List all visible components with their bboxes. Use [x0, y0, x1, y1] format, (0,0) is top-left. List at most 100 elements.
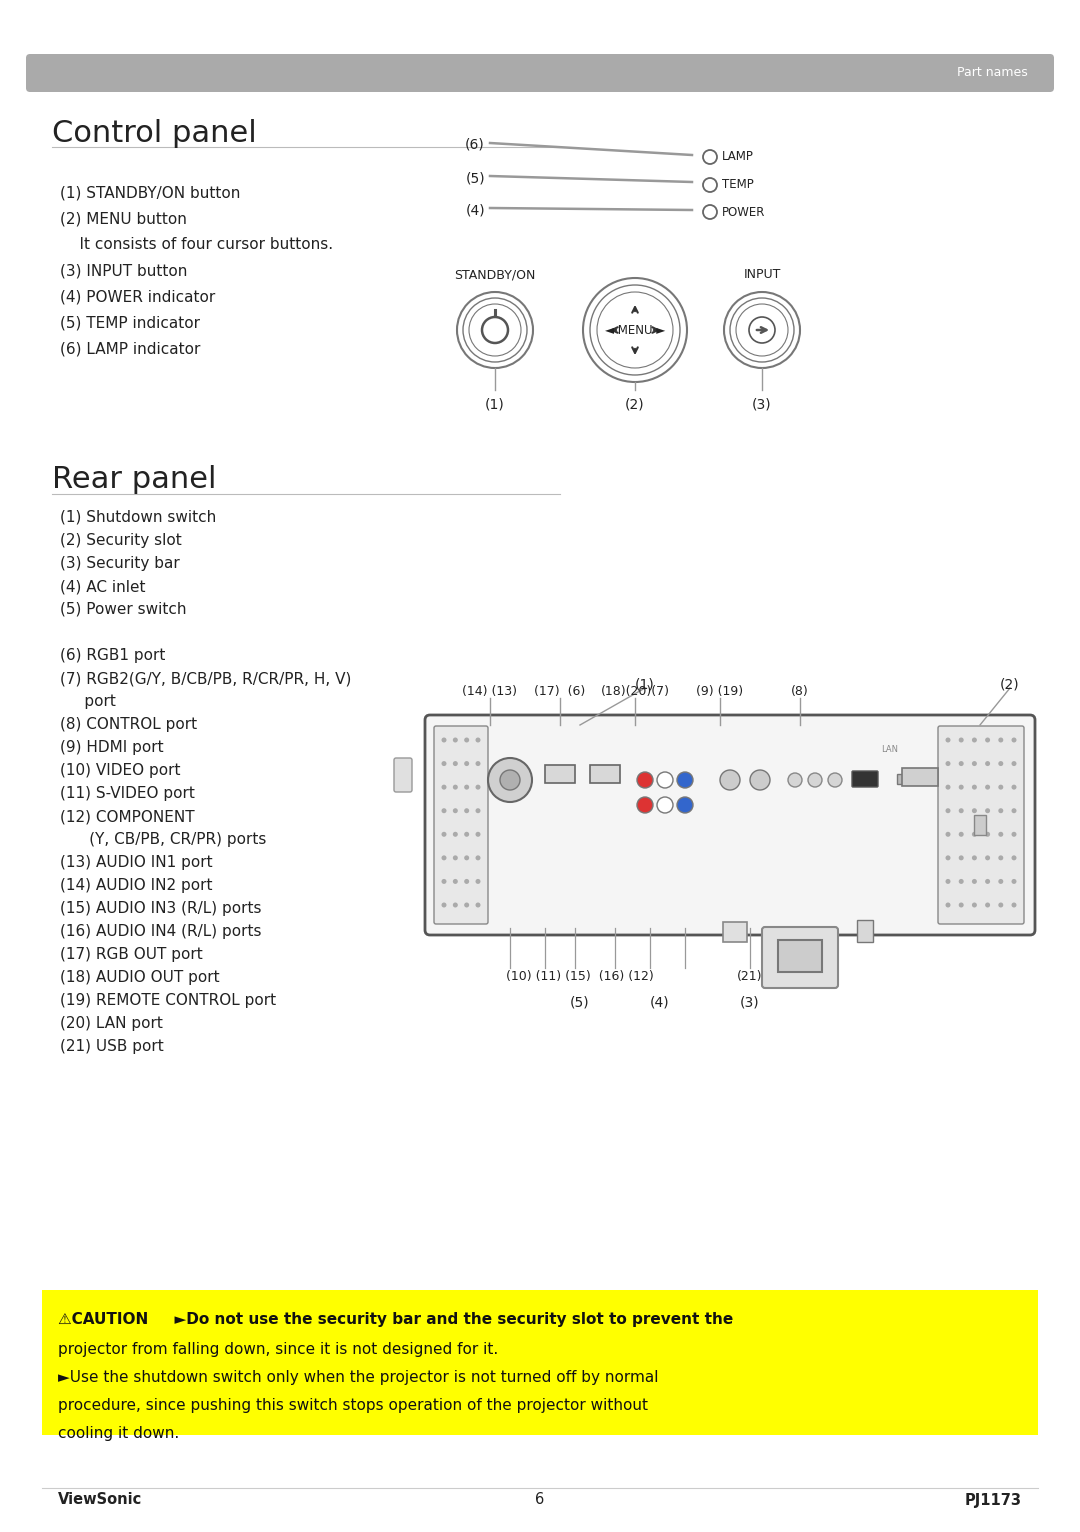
Circle shape	[788, 774, 802, 787]
Circle shape	[488, 758, 532, 801]
Bar	[902, 768, 939, 786]
Text: (10) (11) (15)  (16) (12): (10) (11) (15) (16) (12)	[507, 970, 653, 984]
Circle shape	[453, 879, 458, 884]
Circle shape	[972, 737, 977, 743]
Circle shape	[464, 761, 469, 766]
Circle shape	[475, 902, 481, 907]
Text: (12) COMPONENT: (12) COMPONENT	[60, 809, 194, 824]
Text: Control panel: Control panel	[52, 118, 257, 147]
Text: (21): (21)	[738, 970, 762, 984]
FancyBboxPatch shape	[42, 1290, 1038, 1435]
Circle shape	[972, 784, 977, 789]
Text: (3): (3)	[740, 994, 760, 1010]
Circle shape	[442, 902, 446, 907]
Circle shape	[677, 797, 693, 813]
Circle shape	[453, 832, 458, 836]
Circle shape	[442, 832, 446, 836]
Text: (4) AC inlet: (4) AC inlet	[60, 579, 146, 594]
Text: (Y, CB/PB, CR/PR) ports: (Y, CB/PB, CR/PR) ports	[60, 832, 267, 847]
Circle shape	[442, 761, 446, 766]
Circle shape	[464, 737, 469, 743]
Text: LAN: LAN	[881, 746, 899, 754]
Text: (10) VIDEO port: (10) VIDEO port	[60, 763, 180, 778]
Circle shape	[985, 902, 990, 907]
Text: (6) LAMP indicator: (6) LAMP indicator	[60, 342, 201, 355]
Circle shape	[453, 761, 458, 766]
Bar	[897, 774, 913, 784]
Text: (4): (4)	[465, 204, 485, 218]
Text: (16) AUDIO IN4 (R/L) ports: (16) AUDIO IN4 (R/L) ports	[60, 924, 261, 939]
Text: (13) AUDIO IN1 port: (13) AUDIO IN1 port	[60, 855, 213, 870]
FancyBboxPatch shape	[434, 726, 488, 924]
Bar	[858, 921, 873, 942]
Bar	[974, 815, 986, 835]
Circle shape	[475, 737, 481, 743]
Text: (5) TEMP indicator: (5) TEMP indicator	[60, 316, 200, 329]
Text: (2): (2)	[1000, 679, 1020, 692]
Circle shape	[985, 855, 990, 861]
Text: (8): (8)	[792, 685, 809, 699]
Circle shape	[475, 761, 481, 766]
Bar	[590, 764, 620, 783]
Text: (2): (2)	[625, 398, 645, 412]
Circle shape	[998, 879, 1003, 884]
Text: TEMP: TEMP	[723, 179, 754, 192]
FancyBboxPatch shape	[762, 927, 838, 988]
FancyBboxPatch shape	[426, 715, 1035, 935]
Circle shape	[464, 879, 469, 884]
Circle shape	[998, 809, 1003, 813]
Text: (21) USB port: (21) USB port	[60, 1039, 164, 1054]
Circle shape	[453, 809, 458, 813]
Circle shape	[464, 784, 469, 789]
Text: (1): (1)	[485, 398, 504, 412]
Circle shape	[972, 809, 977, 813]
Text: PJ1173: PJ1173	[966, 1492, 1022, 1507]
Text: 6: 6	[536, 1492, 544, 1507]
Text: port: port	[60, 694, 116, 709]
Circle shape	[464, 832, 469, 836]
Text: (8) CONTROL port: (8) CONTROL port	[60, 717, 198, 732]
Circle shape	[972, 879, 977, 884]
Circle shape	[998, 902, 1003, 907]
Text: (6): (6)	[465, 138, 485, 152]
Text: (5): (5)	[570, 994, 590, 1010]
Text: (5): (5)	[465, 172, 485, 185]
Text: cooling it down.: cooling it down.	[58, 1426, 179, 1442]
Circle shape	[475, 879, 481, 884]
Circle shape	[945, 902, 950, 907]
Text: (1) Shutdown switch: (1) Shutdown switch	[60, 510, 216, 525]
Circle shape	[985, 879, 990, 884]
Circle shape	[464, 855, 469, 861]
Text: (18) AUDIO OUT port: (18) AUDIO OUT port	[60, 970, 219, 985]
Circle shape	[985, 784, 990, 789]
Circle shape	[637, 797, 653, 813]
Circle shape	[1012, 902, 1016, 907]
Text: (4): (4)	[650, 994, 670, 1010]
FancyBboxPatch shape	[394, 758, 411, 792]
Circle shape	[1012, 879, 1016, 884]
Circle shape	[945, 832, 950, 836]
Circle shape	[1012, 737, 1016, 743]
Text: (2) MENU button: (2) MENU button	[60, 211, 187, 227]
Circle shape	[998, 784, 1003, 789]
Circle shape	[1012, 784, 1016, 789]
Circle shape	[720, 771, 740, 791]
Circle shape	[959, 784, 963, 789]
Text: (3) Security bar: (3) Security bar	[60, 556, 179, 571]
Text: (2) Security slot: (2) Security slot	[60, 533, 181, 548]
Text: (11) S-VIDEO port: (11) S-VIDEO port	[60, 786, 194, 801]
Circle shape	[464, 902, 469, 907]
Circle shape	[442, 879, 446, 884]
Circle shape	[985, 761, 990, 766]
Circle shape	[1012, 761, 1016, 766]
Text: (1): (1)	[635, 679, 654, 692]
Text: POWER: POWER	[723, 205, 766, 219]
Circle shape	[500, 771, 519, 791]
Circle shape	[1012, 832, 1016, 836]
Text: (14) AUDIO IN2 port: (14) AUDIO IN2 port	[60, 878, 213, 893]
Text: (9) HDMI port: (9) HDMI port	[60, 740, 164, 755]
Circle shape	[453, 784, 458, 789]
Circle shape	[945, 855, 950, 861]
Circle shape	[972, 761, 977, 766]
Circle shape	[442, 737, 446, 743]
